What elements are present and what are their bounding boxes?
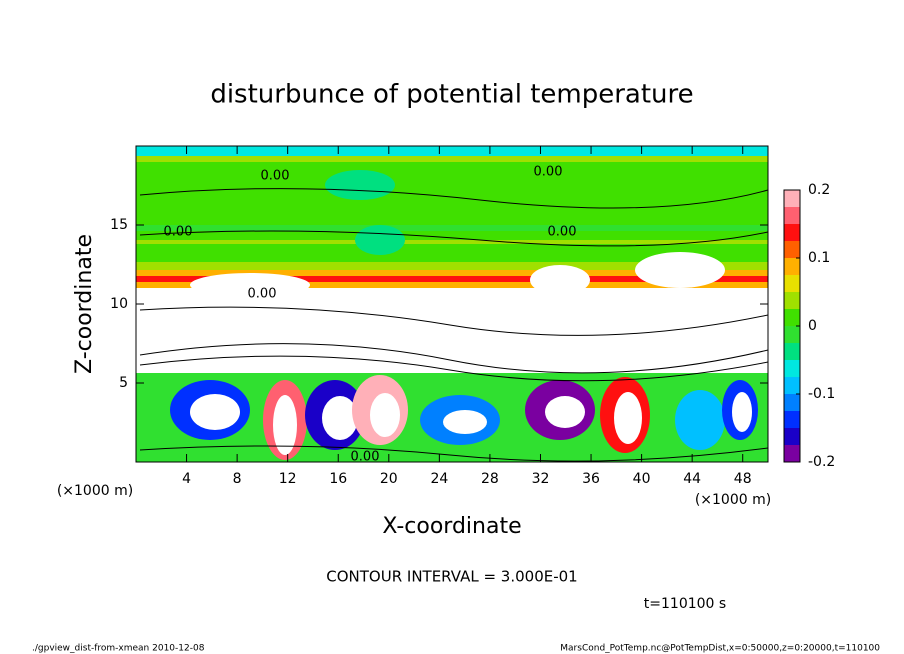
y-tick-label: 15 [110, 217, 128, 233]
colorbar-tick-label: 0.2 [808, 182, 830, 198]
colorbar-segment [784, 394, 800, 411]
colorbar-segment [784, 241, 800, 258]
x-tick-label: 32 [532, 471, 550, 487]
x-tick-label: 12 [279, 471, 297, 487]
contour-label: 0.00 [548, 225, 577, 240]
colorbar-segment [784, 343, 800, 360]
x-tick-label: 4 [182, 471, 191, 487]
x-tick-label: 20 [380, 471, 398, 487]
contour-label: 0.00 [534, 165, 563, 180]
chart-title: disturbunce of potential temperature [210, 80, 693, 110]
x-axis-label: X-coordinate [382, 514, 521, 539]
colorbar-tick-label: 0 [808, 318, 817, 334]
colorbar-segment [784, 190, 800, 207]
colorbar-segment [784, 309, 800, 326]
colorbar-tick-label: 0.1 [808, 250, 830, 266]
contour-interval: CONTOUR INTERVAL = 3.000E-01 [326, 568, 577, 586]
footer-left: ./gpview_dist-from-xmean 2010-12-08 [32, 644, 205, 654]
x-tick-label: 24 [430, 471, 448, 487]
colorbar-segment [784, 377, 800, 394]
contour-label: 0.00 [164, 225, 193, 240]
colorbar-segment [784, 411, 800, 428]
x-unit: (×1000 m) [695, 492, 771, 508]
x-tick-label: 44 [683, 471, 701, 487]
contour-label: 0.00 [248, 287, 277, 302]
x-tick-label: 36 [582, 471, 600, 487]
colorbar-segment [784, 258, 800, 275]
contour-label: 0.00 [261, 169, 290, 184]
x-tick-label: 40 [633, 471, 651, 487]
x-tick-label: 48 [734, 471, 752, 487]
time-label: t=110100 s [644, 596, 726, 612]
colorbar-segment [784, 207, 800, 224]
y-tick-label: 10 [110, 296, 128, 312]
y-tick-label: 5 [119, 375, 128, 391]
x-tick-label: 8 [233, 471, 242, 487]
colorbar-segment [784, 326, 800, 343]
colorbar-segment [784, 428, 800, 445]
y-unit: (×1000 m) [57, 483, 133, 499]
colorbar-segment [784, 275, 800, 292]
colorbar-segment [784, 224, 800, 241]
x-tick-label: 28 [481, 471, 499, 487]
footer-right: MarsCond_PotTemp.nc@PotTempDist,x=0:5000… [560, 644, 880, 654]
contour-label: 0.00 [351, 450, 380, 465]
colorbar-tick-label: -0.2 [808, 454, 835, 470]
x-tick-label: 16 [329, 471, 347, 487]
colorbar-tick-label: -0.1 [808, 386, 835, 402]
field [136, 146, 768, 462]
y-axis-label: Z-coordinate [72, 234, 97, 374]
colorbar-segment [784, 445, 800, 462]
colorbar-segment [784, 292, 800, 309]
colorbar-segment [784, 360, 800, 377]
